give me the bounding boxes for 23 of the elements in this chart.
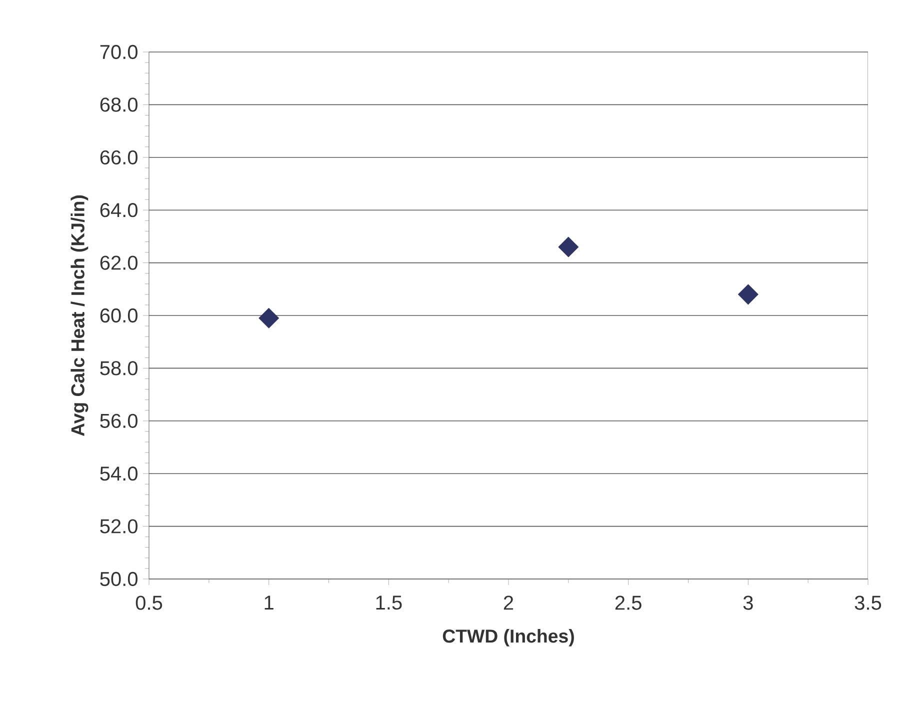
x-axis-title: CTWD (Inches) (442, 629, 574, 646)
y-tick-label: 66.0 (100, 150, 138, 164)
y-tick-label: 56.0 (100, 414, 138, 428)
x-tick-label: 2.5 (615, 596, 642, 610)
point (738, 284, 758, 305)
x-tick-label: 1.5 (376, 596, 402, 610)
y-tick-label: 64.0 (100, 203, 138, 218)
y-tick-label: 70.0 (100, 44, 138, 60)
y-axis-title: Avg Calc Heat / Inch (KJ/in) (70, 195, 88, 436)
y-tick-label: 54.0 (100, 466, 138, 481)
x-tick-label: 3.5 (854, 596, 882, 610)
point (558, 236, 579, 258)
point (258, 308, 280, 328)
y-tick-label: 52.0 (100, 519, 138, 534)
x-tick-label: 1 (264, 596, 274, 610)
x-tick-label: 3 (743, 596, 753, 610)
y-tick-label: 50.0 (100, 572, 138, 586)
x-tick-label: 2 (504, 596, 514, 610)
y-tick-label: 60.0 (100, 308, 138, 323)
x-tick-label: 0.5 (136, 596, 162, 610)
y-tick-label: 58.0 (100, 361, 138, 376)
y-tick-label: 62.0 (100, 256, 138, 270)
y-tick-label: 68.0 (100, 98, 138, 112)
